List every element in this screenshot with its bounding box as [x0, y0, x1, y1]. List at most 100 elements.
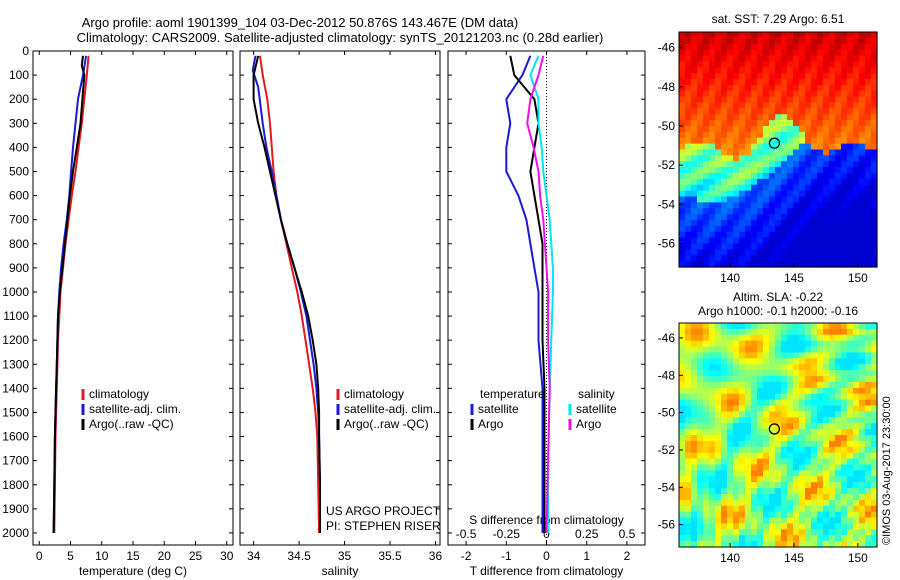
sla-cell	[781, 511, 788, 519]
sla-cell	[853, 387, 860, 395]
sla-cell	[769, 446, 776, 454]
sst-cell	[709, 96, 716, 104]
sla-cell	[841, 523, 848, 530]
sst-cell	[769, 161, 776, 168]
sst-cell	[685, 143, 692, 151]
series-line	[52, 55, 86, 534]
sla-cell	[757, 482, 764, 489]
sst-cell	[709, 149, 716, 156]
sla-cell	[769, 323, 776, 330]
sla-cell	[811, 535, 818, 542]
sla-cell	[817, 358, 824, 365]
sst-cell	[751, 243, 758, 250]
sst-cell	[751, 196, 758, 203]
sst-cell	[709, 161, 716, 168]
sla-cell	[733, 511, 740, 519]
sst-cell	[799, 167, 806, 174]
sla-cell	[757, 411, 764, 418]
sst-cell	[769, 149, 776, 156]
sst-cell	[703, 255, 710, 262]
sst-cell	[787, 37, 794, 45]
sst-cell	[745, 84, 752, 92]
sst-cell	[679, 137, 686, 145]
sst-cell	[811, 143, 818, 151]
sst-cell	[823, 43, 830, 51]
sst-cell	[757, 32, 764, 39]
sla-cell	[745, 440, 752, 448]
sst-cell	[691, 190, 698, 198]
sst-cell	[847, 178, 854, 186]
sla-cell	[739, 334, 746, 342]
sst-cell	[715, 108, 722, 115]
sla-cell	[841, 470, 848, 477]
sst-cell	[715, 255, 722, 262]
sla-cell	[823, 488, 830, 495]
sst-cell	[703, 137, 710, 145]
sst-cell	[793, 184, 800, 192]
sst-cell	[763, 220, 770, 227]
sst-cell	[781, 167, 788, 174]
sla-cell	[859, 470, 866, 477]
sla-cell	[733, 387, 740, 395]
sst-cell	[811, 161, 818, 168]
sla-cell	[781, 452, 788, 460]
sla-cell	[865, 523, 872, 530]
sst-cell	[793, 96, 800, 104]
sst-cell	[829, 90, 836, 98]
sst-cell	[823, 196, 830, 203]
sst-cell	[793, 255, 800, 262]
sst-cell	[691, 90, 698, 98]
sst-cell	[679, 90, 686, 98]
sla-cell	[799, 535, 806, 542]
sst-cell	[829, 84, 836, 92]
sla-cell	[697, 488, 704, 495]
sla-cell	[721, 440, 728, 448]
y-tick-label: 100	[9, 68, 29, 82]
sst-cell	[865, 90, 872, 98]
sst-cell	[811, 108, 818, 115]
sla-cell	[859, 464, 866, 471]
x2-tick-label: -0.5	[456, 527, 477, 541]
x-tick-label: 150	[848, 551, 868, 565]
sla-cell	[787, 505, 794, 513]
sst-cell	[709, 196, 716, 203]
sst-cell	[823, 225, 830, 233]
sst-cell	[799, 126, 806, 133]
sst-cell	[763, 231, 770, 239]
sst-cell	[793, 225, 800, 233]
sst-cell	[703, 73, 710, 80]
sla-cell	[769, 411, 776, 418]
sst-cell	[847, 120, 854, 127]
sst-cell	[733, 131, 740, 139]
sla-cell	[703, 346, 710, 354]
sst-cell	[805, 32, 812, 39]
sla-cell	[823, 358, 830, 365]
sst-cell	[679, 155, 686, 162]
sla-cell	[781, 328, 788, 336]
sla-cell	[751, 381, 758, 389]
sst-cell	[859, 143, 866, 151]
sla-cell	[847, 352, 854, 359]
sst-cell	[835, 37, 842, 45]
sla-cell	[685, 458, 692, 466]
sla-cell	[859, 323, 866, 330]
sla-cell	[793, 364, 800, 371]
sst-cell	[835, 190, 842, 198]
sst-cell	[835, 173, 842, 180]
sst-cell	[799, 173, 806, 180]
sla-cell	[829, 340, 836, 348]
sst-cell	[721, 102, 728, 109]
sst-cell	[709, 61, 716, 68]
sst-cell	[763, 120, 770, 127]
sst-cell	[769, 37, 776, 45]
sst-cell	[817, 32, 824, 39]
sla-cell	[799, 511, 806, 519]
sla-cell	[823, 476, 830, 483]
sla-cell	[733, 499, 740, 507]
sst-cell	[769, 214, 776, 221]
legend-label: climatology	[89, 387, 149, 401]
sla-cell	[703, 488, 710, 495]
sst-cell	[763, 137, 770, 145]
sla-cell	[775, 387, 782, 395]
sla-cell	[781, 340, 788, 348]
